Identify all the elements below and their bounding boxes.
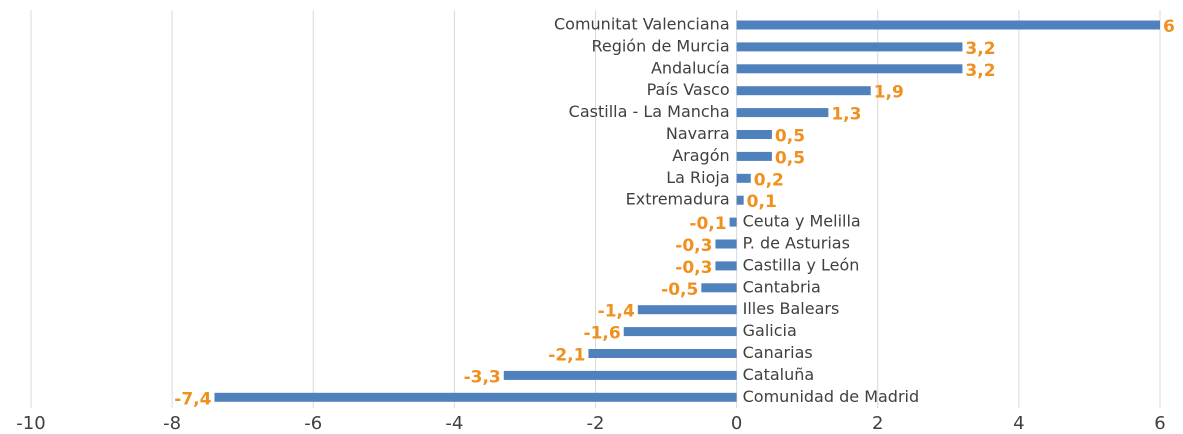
bar	[503, 370, 737, 380]
category-label: Comunidad de Madrid	[743, 387, 920, 406]
value-label: -1,4	[598, 302, 635, 322]
value-label: -0,3	[675, 236, 712, 256]
x-tick-label: -8	[163, 413, 181, 434]
x-tick-label: 2	[872, 413, 883, 434]
x-tick-label: -2	[587, 413, 605, 434]
x-tick-label: -10	[16, 413, 45, 434]
bar	[736, 64, 963, 74]
x-tick-label: 0	[731, 413, 742, 434]
bar	[715, 239, 737, 249]
bar	[715, 261, 737, 271]
category-label: Extremadura	[626, 190, 730, 209]
bar	[736, 195, 744, 205]
bar	[736, 151, 772, 161]
bar	[736, 108, 829, 118]
value-label: 1,9	[874, 83, 904, 103]
value-label: 0,1	[747, 192, 777, 212]
category-label: Ceuta y Melilla	[743, 212, 861, 231]
category-label: Castilla y León	[743, 255, 860, 274]
category-label: Navarra	[666, 124, 730, 143]
value-label: -0,1	[689, 214, 726, 234]
x-tick-label: 4	[1013, 413, 1024, 434]
value-label: -7,4	[174, 389, 211, 409]
category-label: Andalucía	[651, 58, 730, 77]
value-label: 0,5	[775, 148, 805, 168]
category-label: Illes Balears	[743, 299, 840, 318]
value-label: 1,3	[831, 105, 861, 125]
category-label: La Rioja	[666, 168, 729, 187]
bar	[736, 130, 772, 139]
bar	[736, 20, 1160, 30]
x-tick-label: 6	[1154, 413, 1165, 434]
value-label: -3,3	[464, 367, 501, 387]
category-label: P. de Asturias	[743, 234, 850, 253]
value-label: -2,1	[548, 346, 585, 366]
value-label: 3,2	[965, 61, 995, 81]
bar	[736, 42, 963, 52]
bar	[729, 217, 737, 227]
category-label: Galicia	[743, 321, 797, 340]
x-tick-label: -6	[304, 413, 322, 434]
category-label: Canarias	[743, 343, 813, 362]
bar	[214, 392, 737, 402]
category-label: Aragón	[672, 146, 729, 165]
category-label: País Vasco	[647, 80, 730, 99]
value-label: -0,5	[661, 280, 698, 300]
category-label: Comunitat Valenciana	[554, 15, 730, 34]
category-label: Región de Murcia	[591, 36, 729, 55]
bar	[623, 327, 737, 337]
bar	[736, 173, 751, 183]
bar	[588, 349, 737, 358]
value-label: 3,2	[965, 39, 995, 59]
category-label: Castilla - La Mancha	[569, 102, 730, 121]
value-label: 6	[1163, 17, 1175, 37]
value-label: -0,3	[675, 258, 712, 278]
value-label: 0,5	[775, 127, 805, 147]
bar	[637, 305, 737, 315]
value-label: 0,2	[754, 170, 784, 190]
value-label: -1,6	[584, 324, 621, 344]
bar	[736, 86, 871, 96]
bar	[701, 283, 737, 293]
category-label: Cantabria	[743, 277, 821, 296]
x-tick-label: -4	[445, 413, 463, 434]
category-label: Cataluña	[743, 365, 815, 384]
